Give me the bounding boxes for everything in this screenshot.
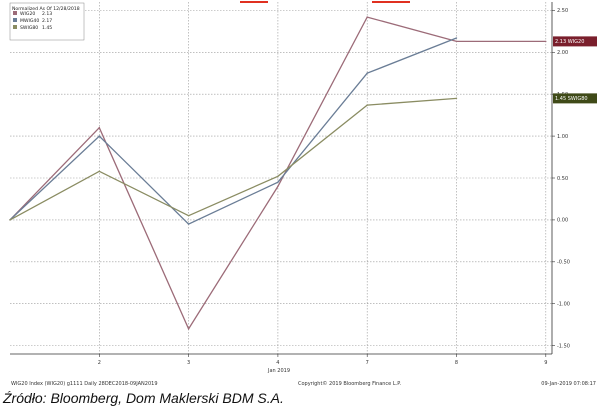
data-point-swig80-4 [366,104,368,106]
y-tick-label-5: 0.00 [557,218,568,224]
data-point-wig20-3 [277,185,279,188]
data-point-swig80-5 [455,97,458,100]
y-axis: 2.502.001.501.000.500.00-0.50-1.00-1.50 [552,8,570,349]
legend-swatch-wig20 [13,11,17,15]
source-caption: Źródło: Bloomberg, Dom Maklerski BDM S.A… [3,390,284,406]
legend-name-swig80: SWIG80 [20,25,38,31]
legend-swatch-swig80 [13,25,17,29]
data-point-wig20-6 [545,40,547,43]
footer-left: WIG20 Index (WIG20) g1111 Daily 28DEC201… [11,381,158,387]
x-tick-label-2: 4 [276,360,279,366]
x-month-label: Jan 2019 [267,368,290,374]
x-tick-label-1: 3 [187,360,190,366]
data-point-wig20-4 [366,16,368,18]
y-tick-label-6: -0.50 [557,260,570,266]
data-point-swig80-0 [9,219,11,221]
x-tick-label-0: 2 [98,360,101,366]
data-point-mwig40-4 [366,72,368,74]
series-layer [9,16,547,331]
x-tick-label-3: 7 [366,360,369,366]
x-axis: 2 3 4 7 8 9 [98,354,547,366]
data-point-mwig40-2 [187,223,190,225]
end-tag-box-1 [553,93,597,104]
data-point-mwig40-3 [277,181,279,183]
legend-value-swig80: 1.45 [42,25,52,31]
footer-right: 09-Jan-2019 07:08:17 [541,381,596,387]
y-tick-label-8: -1.50 [557,343,570,349]
data-point-wig20-2 [187,328,190,330]
legend-name-wig20: WIG20 [20,11,35,17]
data-point-wig20-1 [98,127,101,129]
y-tick-label-7: -1.00 [557,302,570,308]
legend-value-mwig40: 2.17 [42,18,52,24]
data-point-swig80-3 [277,175,279,178]
series-line-swig80 [9,97,457,221]
legend-name-mwig40: MWIG40 [20,18,39,24]
end-tag-label-0: 2.13 WIG20 [555,39,584,45]
legend-title: Normalized As Of 12/28/2018 [12,6,80,12]
x-tick-label-5: 9 [544,360,547,366]
data-point-swig80-1 [98,170,101,172]
chart-svg: 2.502.001.501.000.500.00-0.50-1.00-1.50 … [9,1,597,387]
y-tick-label-0: 2.50 [557,8,568,14]
end-tags: 2.13 WIG20 1.45 SWIG80 [553,36,597,104]
data-point-mwig40-5 [455,37,458,39]
series-line-mwig40 [9,37,457,225]
y-tick-label-1: 2.00 [557,50,568,56]
data-point-wig20-5 [455,40,458,43]
footer-center: Copyright© 2019 Bloomberg Finance L.P. [298,380,401,387]
x-tick-label-4: 8 [455,360,458,366]
legend-swatch-mwig40 [13,18,17,22]
end-tag-box-0 [553,36,597,47]
legend-value-wig20: 2.13 [42,11,52,17]
data-point-mwig40-1 [98,135,101,137]
legend: Normalized As Of 12/28/2018 WIG20 2.13MWI… [9,2,85,41]
end-tag-label-1: 1.45 SWIG80 [555,96,588,102]
data-point-swig80-2 [187,215,190,217]
y-tick-label-3: 1.00 [557,134,568,140]
y-tick-label-4: 0.50 [557,176,568,182]
legend-box [9,2,85,41]
line-chart: 2.502.001.501.000.500.00-0.50-1.00-1.50 … [9,1,597,387]
